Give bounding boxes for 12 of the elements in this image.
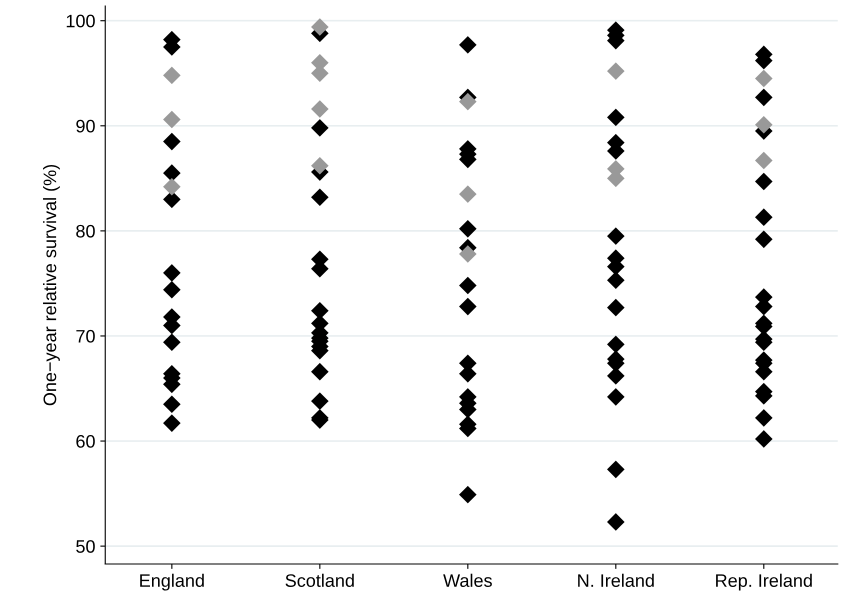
x-tick-label: Rep. Ireland (716, 574, 812, 591)
x-tick-label: N. Ireland (578, 574, 654, 587)
y-tick-label: 80 (76, 224, 95, 238)
y-tick-label: 70 (76, 330, 95, 343)
y-tick-label: 60 (76, 434, 95, 448)
y-tick-label: 90 (76, 120, 95, 133)
y-tick-label: 100 (66, 14, 95, 28)
x-tick-label: Scotland (286, 574, 354, 587)
x-tick-label: Wales (443, 574, 492, 587)
y-tick-label: 50 (76, 540, 95, 553)
x-tick-label: England (140, 574, 204, 591)
y-axis-title: One−year relative survival (%) (43, 164, 60, 406)
